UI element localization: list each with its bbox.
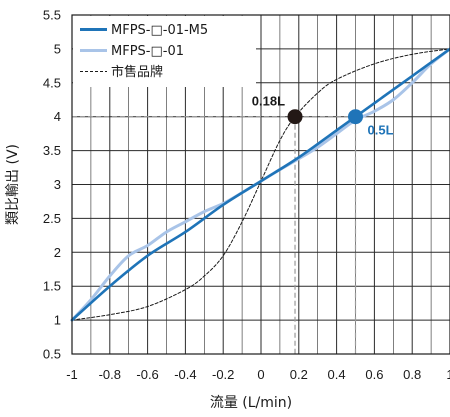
x-tick-label: 1 [446, 367, 450, 382]
x-tick-label: -0.4 [174, 367, 196, 382]
y-tick-label: 3.5 [43, 143, 61, 158]
x-tick-label: -0.6 [136, 367, 158, 382]
x-tick-label: -1 [66, 367, 78, 382]
y-tick-label: 1 [54, 313, 61, 328]
y-tick-label: 2.5 [43, 211, 61, 226]
annotation-label-0-18L: 0.18L [252, 94, 285, 109]
legend: MFPS-□-01-M5 MFPS-□-01 市售品牌 [73, 16, 256, 87]
y-axis-label: 類比輸出 (V) [5, 144, 21, 225]
legend-label-2: 市售品牌 [111, 64, 163, 80]
annotation-label-0-5L: 0.5L [368, 123, 394, 138]
x-tick-label: 0 [257, 367, 264, 382]
x-tick-label: 0.8 [403, 367, 421, 382]
y-tick-label: 0.5 [43, 347, 61, 362]
annotation-markers: 0.18L 0.5L [252, 94, 394, 138]
reference-lines [72, 116, 357, 354]
y-tick-label: 1.5 [43, 279, 61, 294]
legend-label-1: MFPS-□-01 [111, 44, 184, 59]
x-tick-label: 0.2 [290, 367, 308, 382]
x-tick-label: -0.8 [99, 367, 121, 382]
y-tick-label: 4.5 [43, 75, 61, 90]
y-tick-label: 4 [54, 109, 61, 124]
x-axis-label: 流量 (L/min) [210, 395, 292, 411]
x-tick-label: 0.6 [365, 367, 383, 382]
series-layer [70, 47, 450, 322]
legend-label-0: MFPS-□-01-M5 [111, 23, 208, 38]
y-tick-labels: 0.5 1 1.5 2 2.5 3 3.5 4 4.5 5 5.5 [43, 8, 61, 362]
x-tick-label: -0.2 [212, 367, 234, 382]
x-tick-labels: -1 -0.8 -0.6 -0.4 -0.2 0 0.2 0.4 0.6 0.8 1 [66, 367, 450, 382]
series-line-0 [70, 47, 450, 322]
plot-frame [71, 14, 450, 355]
x-tick-label: 0.4 [328, 367, 346, 382]
marker-0-5L [348, 109, 363, 125]
y-tick-label: 3 [54, 177, 61, 192]
y-tick-label: 5.5 [43, 8, 61, 23]
marker-0-18L [287, 109, 303, 125]
y-tick-label: 2 [54, 245, 61, 260]
y-tick-label: 5 [54, 41, 61, 56]
